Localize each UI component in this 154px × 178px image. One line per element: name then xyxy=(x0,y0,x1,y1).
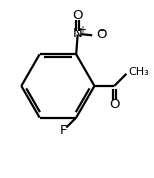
Text: N: N xyxy=(73,27,83,40)
Text: CH₃: CH₃ xyxy=(128,67,149,77)
Text: F: F xyxy=(60,124,67,137)
Text: +: + xyxy=(78,25,86,35)
Text: −: − xyxy=(97,27,106,36)
Text: O: O xyxy=(109,98,120,111)
Text: O: O xyxy=(72,9,83,22)
Text: O: O xyxy=(96,28,106,41)
